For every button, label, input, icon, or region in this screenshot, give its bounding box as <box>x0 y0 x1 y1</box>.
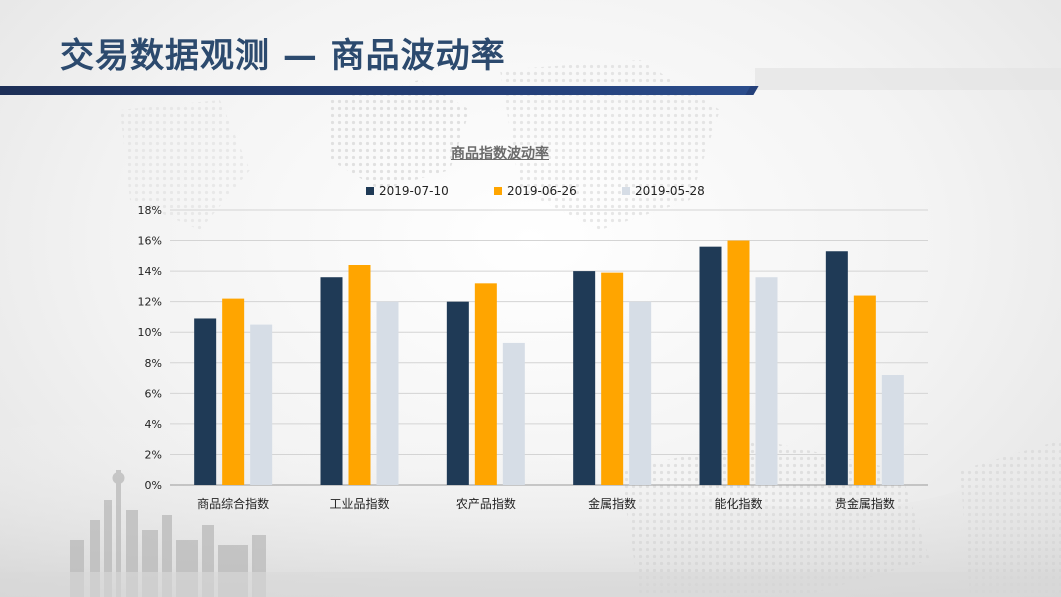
x-tick-label-3: 金属指数 <box>588 496 636 511</box>
legend-item-series-1: 2019-07-10 <box>366 184 494 198</box>
bar-3-2 <box>502 342 525 485</box>
y-tick-label-8: 16% <box>138 235 162 248</box>
bar-3-5 <box>881 375 904 485</box>
title-underline-bar <box>0 86 752 95</box>
y-tick-label-6: 12% <box>138 296 162 309</box>
bar-1-5 <box>825 251 848 485</box>
bar-2-3 <box>601 272 624 485</box>
legend-swatch-series-2 <box>494 187 502 195</box>
bar-1-1 <box>320 277 343 485</box>
y-tick-label-1: 2% <box>145 448 162 461</box>
chart-title: 商品指数波动率 <box>451 146 549 162</box>
chart-legend: 2019-07-10 2019-06-26 2019-05-28 <box>366 184 705 198</box>
bar-2-5 <box>853 295 876 485</box>
legend-swatch-series-3 <box>622 187 630 195</box>
bar-3-0 <box>250 324 273 485</box>
x-tick-label-0: 商品综合指数 <box>197 496 269 511</box>
y-tick-label-2: 4% <box>145 418 162 431</box>
bar-1-2 <box>446 301 469 485</box>
bar-3-1 <box>376 301 399 485</box>
bar-1-0 <box>194 318 217 485</box>
x-tick-label-5: 贵金属指数 <box>835 496 895 511</box>
bar-3-3 <box>629 301 652 485</box>
legend-label-series-1: 2019-07-10 <box>379 184 449 198</box>
x-tick-label-2: 农产品指数 <box>456 496 516 511</box>
legend-label-series-2: 2019-06-26 <box>507 184 577 198</box>
bar-1-4 <box>699 246 722 485</box>
y-tick-label-5: 10% <box>138 326 162 339</box>
y-tick-label-7: 14% <box>138 265 162 278</box>
y-tick-label-3: 6% <box>145 387 162 400</box>
bar-1-3 <box>573 271 596 485</box>
legend-label-series-3: 2019-05-28 <box>635 184 705 198</box>
bar-3-4 <box>755 277 778 485</box>
legend-item-series-2: 2019-06-26 <box>494 184 622 198</box>
y-tick-label-9: 18% <box>138 204 162 217</box>
legend-swatch-series-1 <box>366 187 374 195</box>
bar-2-4 <box>727 240 750 485</box>
legend-item-series-3: 2019-05-28 <box>622 184 705 198</box>
page-title: 交易数据观测 — 商品波动率 <box>60 36 506 76</box>
x-tick-label-1: 工业品指数 <box>329 496 389 511</box>
bar-2-2 <box>474 283 497 485</box>
bar-2-0 <box>222 298 245 485</box>
bar-2-1 <box>348 265 371 485</box>
y-tick-label-0: 0% <box>145 479 162 492</box>
x-tick-label-4: 能化指数 <box>714 496 762 511</box>
y-tick-label-4: 8% <box>145 357 162 370</box>
